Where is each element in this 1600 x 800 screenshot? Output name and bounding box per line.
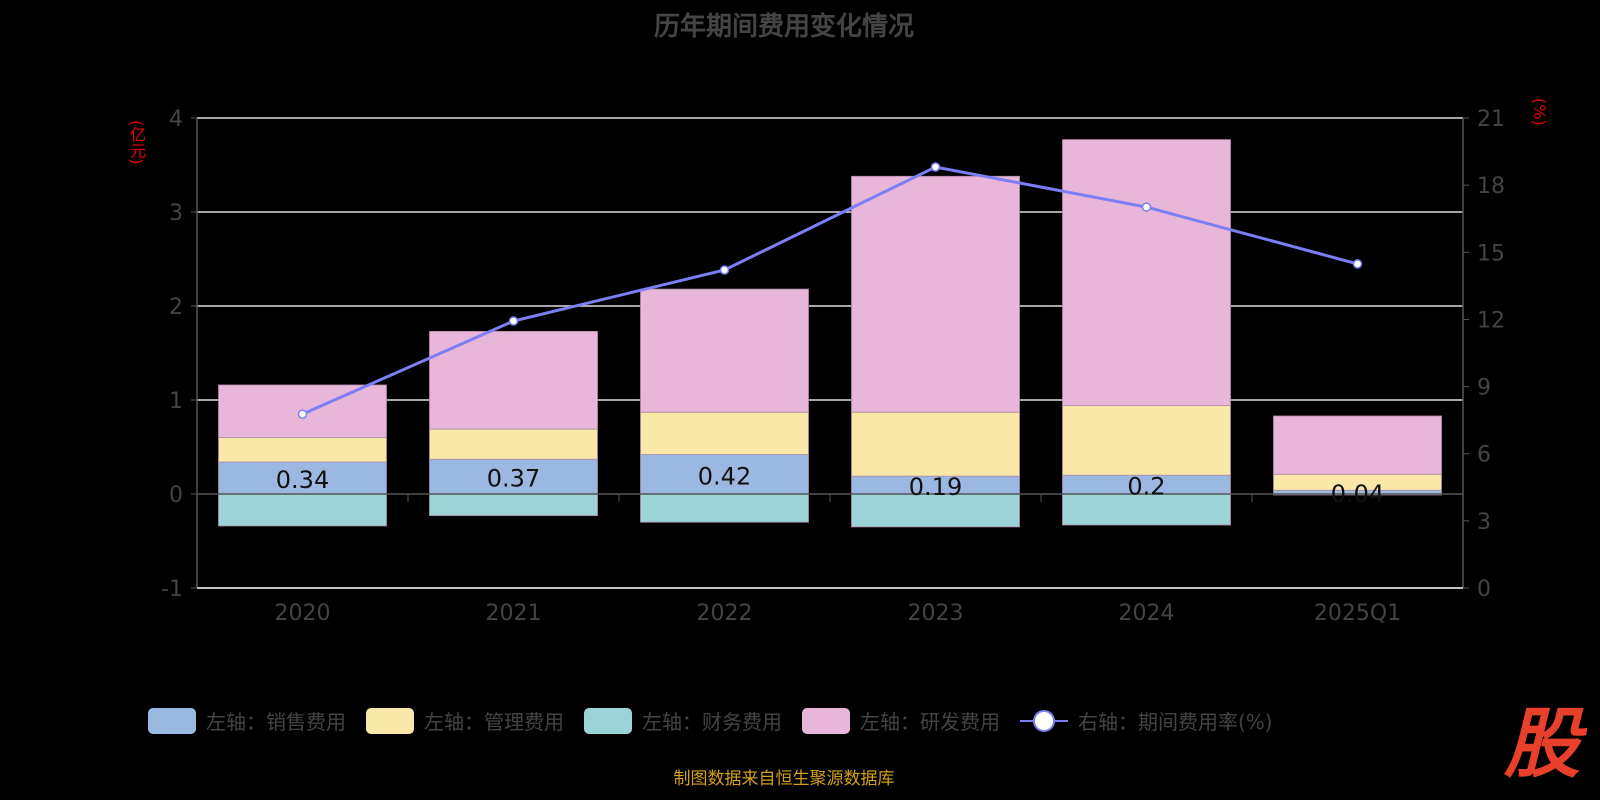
bar-segment <box>218 461 387 495</box>
rate-point <box>930 162 941 172</box>
bar-segment <box>851 411 1020 477</box>
right-tick-label: 6 <box>1477 443 1491 468</box>
x-tick-label: 2020 <box>275 601 331 626</box>
right-tick-label: 9 <box>1477 376 1491 401</box>
bar-segment <box>1273 415 1442 475</box>
right-tick-label: 21 <box>1477 107 1505 132</box>
data-label: 0.34 <box>276 466 329 494</box>
bar-segment <box>640 493 809 523</box>
data-label: 0.42 <box>698 462 751 490</box>
legend-label: 左轴：研发费用 <box>860 710 1000 734</box>
legend-swatch <box>584 707 632 734</box>
x-tick-label: 2025Q1 <box>1314 601 1401 626</box>
right-tick-label: 15 <box>1477 241 1505 266</box>
data-label: 0.04 <box>1331 480 1384 508</box>
x-tick-label: 2023 <box>908 601 964 626</box>
legend-label: 右轴：期间费用率(%) <box>1078 710 1273 734</box>
bar-segment <box>218 437 387 463</box>
right-tick-label: 12 <box>1477 308 1505 333</box>
x-tick-label: 2022 <box>697 601 753 626</box>
bar-segment <box>429 330 598 430</box>
legend-item[interactable]: 左轴：研发费用 <box>802 706 1000 735</box>
legend-label: 左轴：销售费用 <box>206 710 346 734</box>
bar-segment <box>1062 139 1231 407</box>
bar-segment <box>218 493 387 527</box>
bar-segment <box>851 175 1020 413</box>
right-tick-label: 18 <box>1477 174 1505 199</box>
bar-segment <box>429 428 598 460</box>
legend-item[interactable]: 左轴：管理费用 <box>366 706 564 735</box>
rate-point <box>719 265 730 275</box>
legend-item[interactable]: 右轴：期间费用率(%) <box>1020 706 1273 735</box>
rate-point <box>1352 259 1363 269</box>
logo: 股 <box>1504 699 1580 788</box>
rate-point <box>297 409 308 419</box>
legend-label: 左轴：财务费用 <box>642 710 782 734</box>
bar-segment <box>640 288 809 413</box>
x-tick-label: 2021 <box>486 601 542 626</box>
legend-swatch <box>1020 708 1068 734</box>
source-note: 制图数据来自恒生聚源数据库 <box>673 769 895 789</box>
data-label: 0.2 <box>1127 473 1165 501</box>
legend: 左轴：销售费用 左轴：管理费用 左轴：财务费用 左轴：研发费用 右轴：期间费用率(%) <box>148 706 1273 735</box>
left-tick-label: 0 <box>169 483 183 508</box>
right-axis-label: (%) <box>1530 98 1549 126</box>
data-label: 0.37 <box>487 465 540 493</box>
rate-point <box>508 316 519 326</box>
legend-item[interactable]: 左轴：销售费用 <box>148 706 346 735</box>
right-tick-label: 0 <box>1477 577 1491 602</box>
legend-item[interactable]: 左轴：财务费用 <box>584 706 782 735</box>
bar-segment <box>640 454 809 495</box>
legend-swatch <box>802 707 850 734</box>
left-tick-label: 3 <box>169 201 183 226</box>
bar-segment <box>640 411 809 455</box>
legend-label: 左轴：管理费用 <box>424 710 564 734</box>
left-tick-label: -1 <box>161 577 183 602</box>
rate-point <box>1141 202 1152 212</box>
data-label: 0.19 <box>909 473 962 501</box>
bar-segment <box>851 493 1020 528</box>
bar-segment <box>218 384 387 438</box>
right-tick-label: 3 <box>1477 510 1491 535</box>
chart-title: 历年期间费用变化情况 <box>653 12 914 42</box>
legend-swatch <box>148 707 196 734</box>
left-axis-label: (亿元) <box>127 120 146 165</box>
bar-segment <box>1062 405 1231 476</box>
rate-line <box>301 165 1358 416</box>
left-tick-label: 4 <box>169 107 183 132</box>
left-tick-label: 1 <box>169 389 183 414</box>
bar-segment <box>429 493 598 517</box>
left-tick-label: 2 <box>169 295 183 320</box>
x-tick-label: 2024 <box>1119 601 1175 626</box>
legend-swatch <box>366 707 414 734</box>
